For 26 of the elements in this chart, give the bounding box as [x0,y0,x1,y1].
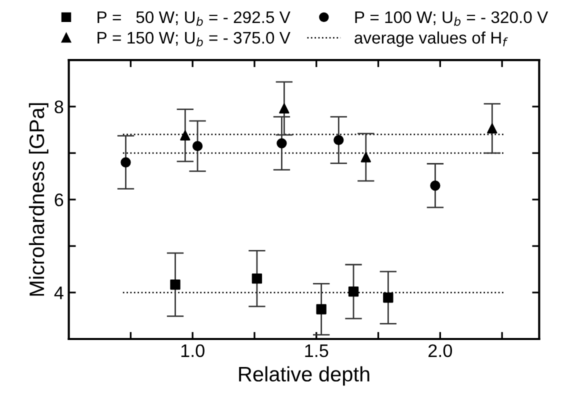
point [170,280,180,290]
legend-label: average values of H$_{f}$ [354,31,508,48]
point [334,134,344,146]
point [180,130,190,140]
point [316,304,326,314]
x-tick-label: 2.0 [428,344,452,358]
point [360,152,371,162]
x-tick-label: 1.5 [305,344,328,358]
point [279,103,290,114]
point [383,292,394,303]
legend-label: P = 150 W; U$_{b}$ = - 375.0 V [98,32,290,46]
y-tick-label: 8 [54,100,64,114]
y-tick-label: 4 [54,286,64,300]
y-axis-title: Microhardness [GPa] [28,103,48,296]
point [348,286,359,297]
point [192,141,203,152]
y-tick-label: 6 [54,193,64,206]
point [252,273,262,284]
x-tick-label: 1.0 [181,344,204,358]
point [120,157,131,168]
x-axis-title: Relative depth [239,366,370,386]
point [276,138,287,148]
point [487,123,498,134]
legend-label: P = 50 W; U$_{b}$ = - 292.5 V [98,11,290,26]
legend-label: P = 100 W; U$_{b}$ = - 320.0 V [355,11,548,26]
point [430,180,440,191]
